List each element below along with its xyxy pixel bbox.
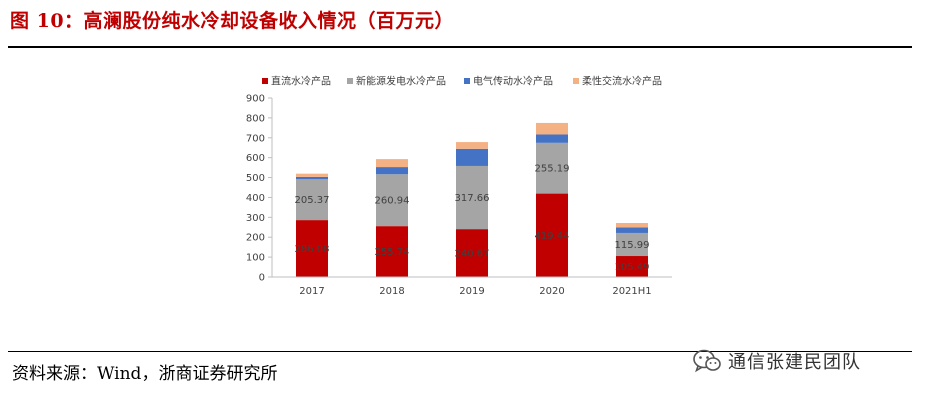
y-tick-label: 700 [246, 133, 265, 144]
bar-segment [616, 256, 648, 277]
data-label: 255.19 [535, 164, 570, 175]
bar-segment [616, 227, 648, 233]
y-tick-label: 600 [246, 153, 265, 164]
legend-label: 新能源发电水冷产品 [356, 75, 446, 88]
bar-segment [296, 176, 328, 180]
bar-segment [456, 229, 488, 277]
bar-segment [376, 174, 408, 227]
data-label: 105.49 [615, 262, 650, 273]
x-tick-label: 2020 [539, 286, 564, 297]
bar-segment [456, 165, 488, 230]
data-label: 286.08 [295, 244, 330, 255]
y-tick-label: 200 [246, 233, 265, 244]
y-tick-label: 300 [246, 213, 265, 224]
footer-divider [8, 351, 912, 352]
legend-label: 直流水冷产品 [271, 75, 331, 88]
legend-label: 柔性交流水冷产品 [582, 75, 662, 88]
data-label: 115.99 [615, 240, 650, 251]
data-labels: 286.08 205.37 255.74 260.94 240.67 317.66 419.… [295, 164, 650, 273]
data-label: 240.67 [455, 249, 490, 260]
data-label: 205.37 [295, 195, 330, 206]
x-axis: 2017 2018 2019 2020 2021H1 [272, 276, 672, 297]
x-tick-label: 2021H1 [612, 286, 651, 297]
bar-segment [376, 226, 408, 277]
bar-segment [536, 193, 568, 277]
bar-segment [296, 173, 328, 177]
data-label: 260.94 [375, 196, 410, 207]
legend-swatch [262, 78, 268, 84]
bar-segment [536, 134, 568, 143]
bar-segment [456, 148, 488, 166]
source-note: 资料来源：Wind，浙商证券研究所 [12, 364, 278, 384]
x-tick-label: 2017 [299, 286, 324, 297]
watermark-text: 通信张建民团队 [728, 352, 861, 373]
data-label: 419.44 [535, 231, 570, 242]
chart-legend: 直流水冷产品 新能源发电水冷产品 电气传动水冷产品 柔性交流水冷产品 [262, 75, 662, 88]
bar-segment [616, 232, 648, 257]
data-label: 255.74 [375, 247, 410, 258]
y-tick-label: 100 [246, 253, 265, 264]
wechat-icon [693, 349, 721, 373]
bar-segment [616, 223, 648, 228]
data-label: 317.66 [455, 193, 490, 204]
bar-segment [296, 220, 328, 277]
wechat-watermark: 通信张建民团队 [692, 346, 861, 376]
figure-title: 图 10：高澜股份纯水冷却设备收入情况（百万元） [10, 10, 455, 32]
legend-swatch [573, 78, 579, 84]
bar-segment [296, 179, 328, 221]
legend-swatch [347, 78, 353, 84]
bar-segment [376, 159, 408, 168]
bar-segment [376, 167, 408, 175]
y-tick-label: 800 [246, 113, 265, 124]
x-tick-label: 2019 [459, 286, 484, 297]
title-divider [8, 46, 912, 48]
y-tick-label: 0 [259, 273, 265, 284]
legend-label: 电气传动水冷产品 [473, 75, 553, 88]
bar-segment [536, 142, 568, 194]
bar-series [296, 122, 648, 277]
y-axis: 0 100 200 300 400 500 600 700 800 900 [246, 94, 273, 284]
bar-segment [536, 122, 568, 135]
legend-swatch [464, 78, 470, 84]
y-tick-label: 900 [246, 94, 265, 105]
x-tick-label: 2018 [379, 286, 404, 297]
y-tick-label: 400 [246, 193, 265, 204]
bar-segment [456, 142, 488, 149]
y-tick-label: 500 [246, 173, 265, 184]
